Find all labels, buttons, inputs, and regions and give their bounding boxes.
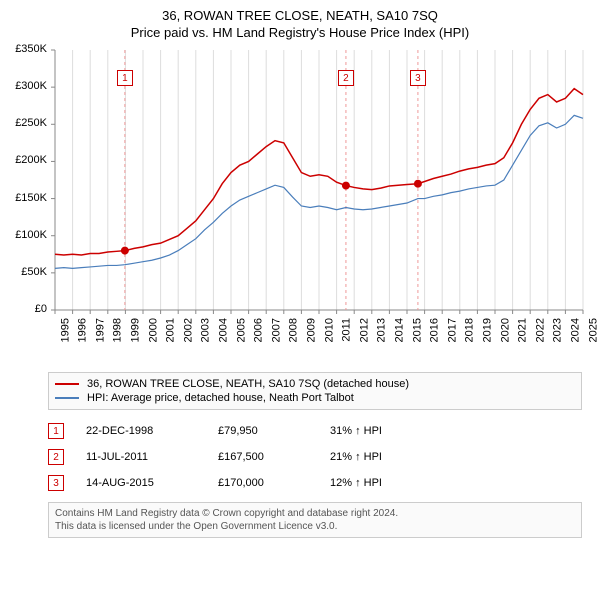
legend: 36, ROWAN TREE CLOSE, NEATH, SA10 7SQ (d… <box>48 372 582 410</box>
event-marker: 2 <box>48 449 64 465</box>
x-axis-label: 2010 <box>323 318 335 342</box>
legend-swatch <box>55 383 79 385</box>
x-axis-label: 2022 <box>534 318 546 342</box>
x-axis-label: 2012 <box>358 318 370 342</box>
x-axis-label: 2021 <box>517 318 529 342</box>
legend-item: HPI: Average price, detached house, Neat… <box>55 391 575 405</box>
event-row: 2 11-JUL-2011 £167,500 21% ↑ HPI <box>48 444 582 470</box>
event-price: £79,950 <box>218 425 308 437</box>
title-line-1: 36, ROWAN TREE CLOSE, NEATH, SA10 7SQ <box>6 8 594 23</box>
event-marker: 1 <box>48 423 64 439</box>
x-axis-label: 2023 <box>552 318 564 342</box>
chart-event-marker: 1 <box>117 70 133 86</box>
chart-container: 36, ROWAN TREE CLOSE, NEATH, SA10 7SQ Pr… <box>0 0 600 544</box>
event-diff: 31% ↑ HPI <box>330 425 382 437</box>
x-axis-label: 2000 <box>147 318 159 342</box>
legend-label: HPI: Average price, detached house, Neat… <box>87 392 354 404</box>
x-axis-label: 2011 <box>341 318 353 342</box>
x-axis-label: 1999 <box>129 318 141 342</box>
x-axis-label: 2020 <box>499 318 511 342</box>
event-diff: 12% ↑ HPI <box>330 477 382 489</box>
y-axis-label: £250K <box>7 117 47 129</box>
x-axis-label: 1997 <box>94 318 106 342</box>
legend-swatch <box>55 397 79 399</box>
footer-attribution: Contains HM Land Registry data © Crown c… <box>48 502 582 538</box>
y-axis-label: £100K <box>7 229 47 241</box>
plot-area: 1995 1996 1997 1998 1999 2000 2001 2002 2003 2004… <box>7 46 593 366</box>
x-axis-label: 2009 <box>305 318 317 342</box>
y-axis-label: £0 <box>7 303 47 315</box>
x-axis-label: 1995 <box>59 318 71 342</box>
event-date: 14-AUG-2015 <box>86 477 196 489</box>
x-axis-label: 2007 <box>270 318 282 342</box>
event-row: 3 14-AUG-2015 £170,000 12% ↑ HPI <box>48 470 582 496</box>
x-axis-label: 2004 <box>217 318 229 342</box>
x-axis-label: 1996 <box>77 318 89 342</box>
y-axis-label: £50K <box>7 266 47 278</box>
x-axis-label: 2019 <box>481 318 493 342</box>
event-marker: 3 <box>48 475 64 491</box>
x-axis-label: 2016 <box>429 318 441 342</box>
x-axis-label: 2006 <box>253 318 265 342</box>
event-date: 11-JUL-2011 <box>86 451 196 463</box>
x-axis-label: 2003 <box>200 318 212 342</box>
y-axis-label: £200K <box>7 154 47 166</box>
footer-line-1: Contains HM Land Registry data © Crown c… <box>55 507 575 520</box>
y-axis-label: £300K <box>7 80 47 92</box>
x-axis-label: 2005 <box>235 318 247 342</box>
x-axis-label: 2014 <box>393 318 405 342</box>
legend-label: 36, ROWAN TREE CLOSE, NEATH, SA10 7SQ (d… <box>87 378 409 390</box>
x-axis-label: 2025 <box>587 318 599 342</box>
x-axis-label: 2017 <box>446 318 458 342</box>
legend-item: 36, ROWAN TREE CLOSE, NEATH, SA10 7SQ (d… <box>55 377 575 391</box>
y-axis-label: £350K <box>7 43 47 55</box>
x-axis-label: 2024 <box>569 318 581 342</box>
x-axis-label: 2001 <box>165 318 177 342</box>
event-date: 22-DEC-1998 <box>86 425 196 437</box>
event-price: £170,000 <box>218 477 308 489</box>
x-axis-label: 2018 <box>464 318 476 342</box>
x-axis-label: 1998 <box>112 318 124 342</box>
event-diff: 21% ↑ HPI <box>330 451 382 463</box>
footer-line-2: This data is licensed under the Open Gov… <box>55 520 575 533</box>
event-price: £167,500 <box>218 451 308 463</box>
events-table: 1 22-DEC-1998 £79,950 31% ↑ HPI 2 11-JUL-2011… <box>48 418 582 496</box>
x-axis-label: 2008 <box>288 318 300 342</box>
event-row: 1 22-DEC-1998 £79,950 31% ↑ HPI <box>48 418 582 444</box>
x-axis-label: 2013 <box>376 318 388 342</box>
chart-event-marker: 3 <box>410 70 426 86</box>
y-axis-label: £150K <box>7 192 47 204</box>
x-axis-label: 2015 <box>411 318 423 342</box>
x-axis-label: 2002 <box>182 318 194 342</box>
titles: 36, ROWAN TREE CLOSE, NEATH, SA10 7SQ Pr… <box>6 8 594 40</box>
title-line-2: Price paid vs. HM Land Registry's House … <box>6 25 594 40</box>
chart-event-marker: 2 <box>338 70 354 86</box>
